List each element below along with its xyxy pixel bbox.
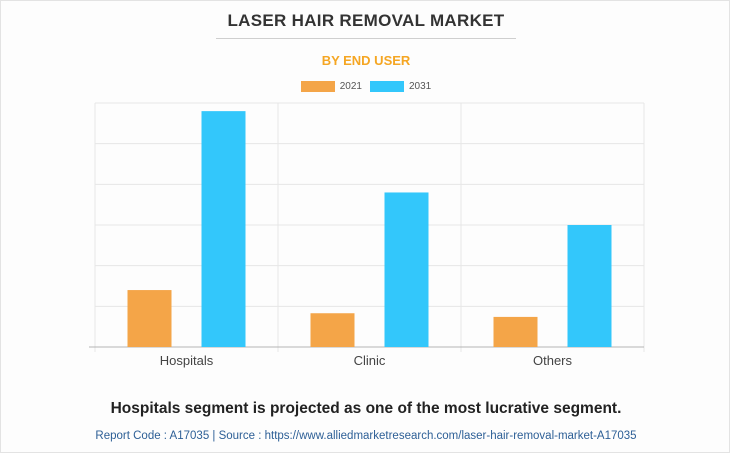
chart-subtitle: BY END USER	[321, 53, 411, 68]
legend-swatch-2031	[370, 81, 404, 92]
bar-hospitals-2031	[201, 111, 246, 347]
bar-others-2021	[493, 316, 538, 347]
bar-others-2031	[567, 225, 612, 347]
chart-legend: 2021 2031	[1, 81, 730, 92]
bar-hospitals-2021	[127, 290, 172, 347]
x-tick-label-others: Others	[533, 353, 573, 368]
chart-title: LASER HAIR REMOVAL MARKET	[227, 11, 505, 30]
bar-chart-plot: Hospitals Clinic Others	[89, 102, 645, 368]
legend-label-2031: 2031	[409, 81, 432, 92]
bar-clinic-2031	[384, 192, 429, 347]
x-tick-label-clinic: Clinic	[354, 353, 386, 368]
legend-item-2021[interactable]: 2021	[300, 81, 362, 92]
bar-clinic-2021	[310, 313, 355, 347]
legend-label-2021: 2021	[339, 81, 362, 92]
source-citation[interactable]: Report Code : A17035 | Source : https://…	[95, 430, 637, 442]
chart-caption: Hospitals segment is projected as one of…	[110, 400, 622, 417]
legend-item-2031[interactable]: 2031	[370, 81, 431, 92]
x-tick-label-hospitals: Hospitals	[160, 353, 214, 368]
legend-swatch-2021	[300, 81, 335, 92]
title-divider	[216, 38, 516, 39]
